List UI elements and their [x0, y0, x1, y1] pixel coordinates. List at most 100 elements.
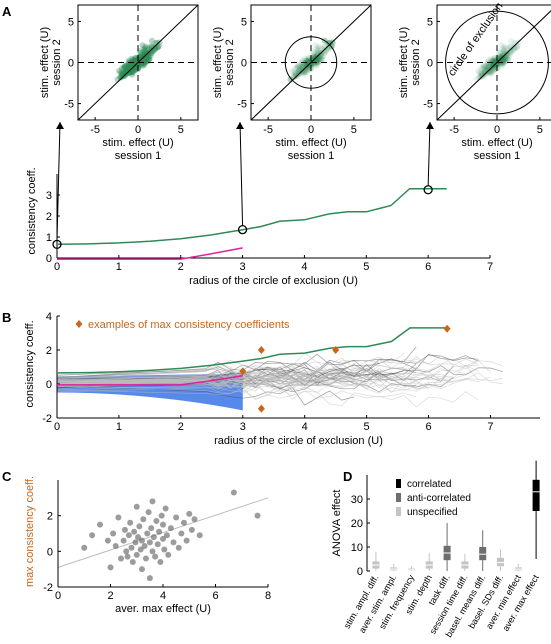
data-point [173, 514, 180, 521]
data-point [132, 539, 139, 546]
data-point [118, 74, 125, 81]
data-point [318, 56, 325, 63]
data-point [493, 61, 500, 68]
data-point [137, 55, 144, 62]
series-line-magenta [57, 247, 243, 260]
data-point [501, 43, 508, 50]
data-point [506, 52, 513, 59]
data-point [121, 73, 128, 80]
data-point [497, 54, 504, 61]
data-point [186, 510, 193, 517]
data-point [298, 70, 305, 77]
data-point [141, 55, 148, 62]
data-point [126, 63, 133, 70]
x-axis-label-line2: session 1 [288, 150, 334, 162]
data-point [294, 65, 301, 72]
data-point [484, 63, 491, 70]
individual-trace [56, 368, 343, 381]
y-tick-label: 1 [46, 232, 52, 244]
panel-letter-a: A [2, 4, 12, 19]
data-point [310, 58, 317, 65]
data-point [292, 72, 299, 79]
data-point [302, 56, 309, 63]
data-point [125, 70, 132, 77]
data-point [504, 51, 511, 58]
data-point [311, 57, 318, 64]
data-point [299, 63, 306, 70]
data-point [496, 58, 503, 65]
data-point [302, 65, 309, 72]
data-point [146, 56, 153, 63]
data-point [303, 62, 310, 69]
data-point [139, 53, 146, 60]
data-point [491, 66, 498, 73]
data-point [139, 54, 146, 61]
data-point [292, 69, 299, 76]
data-point [316, 49, 323, 56]
data-point [142, 43, 149, 50]
legend-swatch [396, 493, 401, 502]
data-point [481, 69, 488, 76]
data-point [142, 50, 149, 57]
data-point [490, 60, 497, 67]
data-point [118, 70, 125, 77]
data-point [316, 56, 323, 63]
data-point [317, 56, 324, 63]
data-point [132, 66, 139, 73]
x-axis-label: aver. max effect (U) [115, 603, 211, 615]
arrow-head [426, 122, 434, 129]
data-point [128, 55, 135, 62]
individual-trace [56, 355, 479, 380]
x-tick-label: 2 [178, 261, 184, 273]
data-point [494, 60, 501, 67]
identity-line [436, 10, 551, 121]
y-tick-label: 30 [351, 494, 363, 506]
x-tick-label: 5 [351, 124, 357, 136]
data-point [148, 43, 155, 50]
data-point [131, 528, 138, 535]
exclusion-circle [445, 10, 549, 115]
data-point [480, 65, 487, 72]
data-point [490, 56, 497, 63]
data-point [148, 48, 155, 55]
data-point [134, 59, 141, 66]
data-point [315, 50, 322, 57]
data-point [321, 50, 328, 57]
x-tick-label: 0 [135, 124, 141, 136]
data-point [148, 525, 155, 532]
individual-trace [56, 374, 466, 389]
data-point [315, 56, 322, 63]
data-point [118, 65, 125, 72]
data-point [144, 56, 151, 63]
data-point [478, 69, 485, 76]
data-point [295, 69, 302, 76]
data-point [291, 65, 298, 72]
legend-swatch [396, 507, 401, 516]
data-point [97, 521, 103, 528]
data-point [303, 64, 310, 71]
data-point [296, 66, 303, 73]
y-tick-label: -5 [64, 99, 74, 111]
data-point [491, 58, 498, 65]
box-body [532, 479, 540, 511]
data-point [133, 503, 140, 510]
y-tick-label: 0 [427, 58, 433, 70]
data-point [298, 58, 305, 65]
data-point [148, 50, 155, 57]
data-point [316, 55, 323, 62]
data-point [490, 67, 497, 74]
data-point [318, 51, 325, 58]
data-point [127, 67, 134, 74]
data-point [178, 530, 185, 537]
y-tick-label: 0 [46, 253, 52, 265]
data-point [298, 63, 305, 70]
data-point [145, 509, 152, 516]
data-point [302, 69, 309, 76]
data-point [482, 66, 489, 73]
x-tick-label: 0 [54, 421, 60, 433]
data-point [489, 68, 496, 75]
x-tick-label: 4 [301, 261, 307, 273]
data-point [138, 57, 145, 64]
data-point [145, 51, 152, 58]
